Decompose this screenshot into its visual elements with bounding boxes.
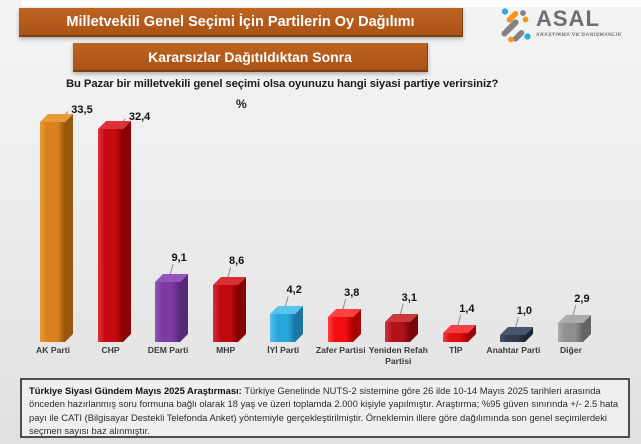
methodology-title: Türkiye Siyasi Gündem Mayıs 2025 Araştır… [29,385,242,396]
value-label-ak-parti: 33,5 [71,103,93,116]
bar-side-ak-parti [65,113,73,342]
bar-front-dem-parti [155,282,181,342]
page-subtitle: Kararsızlar Dağıtıldıktan Sonra [148,48,352,65]
category-label-mhp: MHP [216,345,236,355]
category-label-tip: TİP [449,345,463,355]
bar-front-yeniden-refah-partisi [385,321,411,342]
category-label-anahtar-parti: Anahtar Parti [486,345,541,355]
value-label-iyi-parti: 4,2 [286,284,302,297]
subtitle-banner: Kararsızlar Dağıtıldıktan Sonra [73,43,428,72]
bar-side-mhp [237,277,246,342]
category-label-yeniden-refah-partisi: Yeniden Refah Partisi [368,345,428,366]
value-label-chp: 32,4 [128,110,151,123]
value-label-zafer-partisi: 3,8 [344,286,360,299]
methodology-note: Türkiye Siyasi Gündem Mayıs 2025 Araştır… [20,378,630,438]
category-label-diger: Diğer [559,345,582,355]
value-label-mhp: 8,6 [228,255,245,268]
percent-axis-label: % [236,97,247,111]
bar-front-anahtar-parti [500,335,526,342]
asal-logo-wordmark: ASAL [536,6,600,31]
bar-front-diger [557,322,583,342]
methodology-text: Türkiye Genelinde NUTS-2 sistemine göre … [29,385,619,437]
bar-front-zafer-partisi [327,316,353,342]
bar-front-ak-parti [40,121,65,342]
bar-front-mhp [212,285,238,342]
category-label-chp: CHP [101,345,120,355]
value-label-tip: 1,4 [459,302,475,315]
asal-logo: ASAL ARAŞTIRMA VE DANIŞMANLIK [498,5,622,47]
value-label-yeniden-refah-partisi: 3,1 [401,291,417,304]
value-label-dem-parti: 9,1 [171,252,187,265]
top-strip [22,0,641,7]
category-label-ak-parti: AK Parti [36,345,70,355]
category-label-zafer-partisi: Zafer Partisi [315,345,366,355]
bar-side-chp [122,120,131,342]
value-label-diger: 2,9 [574,292,590,305]
title-banner: Milletvekili Genel Seçimi İçin Partileri… [19,8,463,37]
bar-front-chp [97,128,123,342]
bar-side-dem-parti [180,274,189,342]
bar-front-tip [442,332,468,342]
asal-logo-icon [501,8,531,43]
category-label-dem-parti: DEM Parti [147,345,189,355]
survey-question: Bu Pazar bir milletvekili genel seçimi o… [66,78,499,90]
bar-front-iyi-parti [270,314,296,342]
category-label-iyi-parti: İYİ Parti [267,345,300,355]
value-label-anahtar-parti: 1,0 [516,305,533,318]
page-title: Milletvekili Genel Seçimi İçin Partileri… [66,13,415,30]
asal-logo-tagline: ARAŞTIRMA VE DANIŞMANLIK [536,31,622,38]
